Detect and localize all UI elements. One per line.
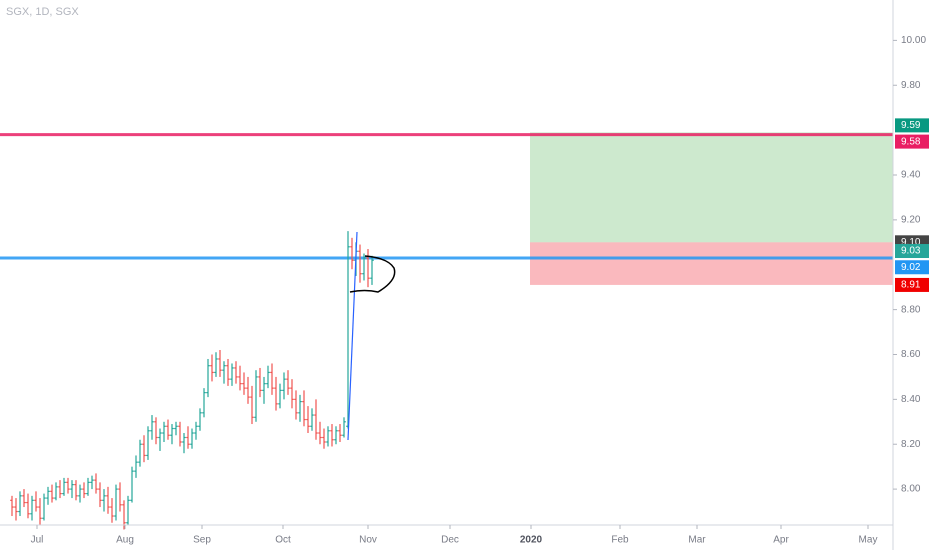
x-tick-label: Mar — [688, 535, 706, 546]
y-tick-label: 8.00 — [901, 484, 921, 495]
price-label: 9.02 — [901, 262, 921, 273]
price-label: 9.03 — [901, 246, 921, 257]
y-tick-label: 9.20 — [901, 215, 921, 226]
y-tick-label: 10.00 — [901, 35, 926, 46]
x-tick-label: Nov — [359, 535, 377, 546]
profit-zone — [530, 132, 893, 243]
price-label-bg — [895, 277, 929, 292]
price-label-bg — [895, 134, 929, 149]
x-tick-label: Aug — [116, 535, 134, 546]
x-tick-label: May — [859, 535, 878, 546]
y-tick-label: 9.80 — [901, 80, 921, 91]
loss-zone — [530, 242, 893, 285]
x-tick-label: Feb — [611, 535, 629, 546]
y-tick-label: 8.60 — [901, 349, 921, 360]
x-tick-label: Jul — [31, 535, 44, 546]
plot-area — [0, 132, 893, 530]
trend-line — [347, 231, 358, 441]
y-tick-label: 8.80 — [901, 304, 921, 315]
x-tick-label: Oct — [275, 535, 291, 546]
chart-title: SGX, 1D, SGX — [6, 6, 79, 18]
x-tick-label: Dec — [441, 535, 459, 546]
drawn-curve — [349, 255, 396, 293]
price-label-bg — [895, 260, 929, 275]
price-label: 9.10 — [901, 237, 921, 248]
x-tick-label: Apr — [773, 535, 789, 546]
price-label: 9.59 — [901, 120, 921, 131]
x-tick-label: Sep — [193, 535, 211, 546]
price-label: 9.58 — [901, 136, 921, 147]
price-label: 8.91 — [901, 280, 921, 291]
y-tick-label: 8.40 — [901, 394, 921, 405]
y-tick-label: 9.40 — [901, 170, 921, 181]
x-tick-label: 2020 — [520, 535, 543, 546]
y-tick-label: 8.20 — [901, 439, 921, 450]
price-label-bg — [895, 118, 929, 133]
price-label-bg — [895, 244, 929, 259]
